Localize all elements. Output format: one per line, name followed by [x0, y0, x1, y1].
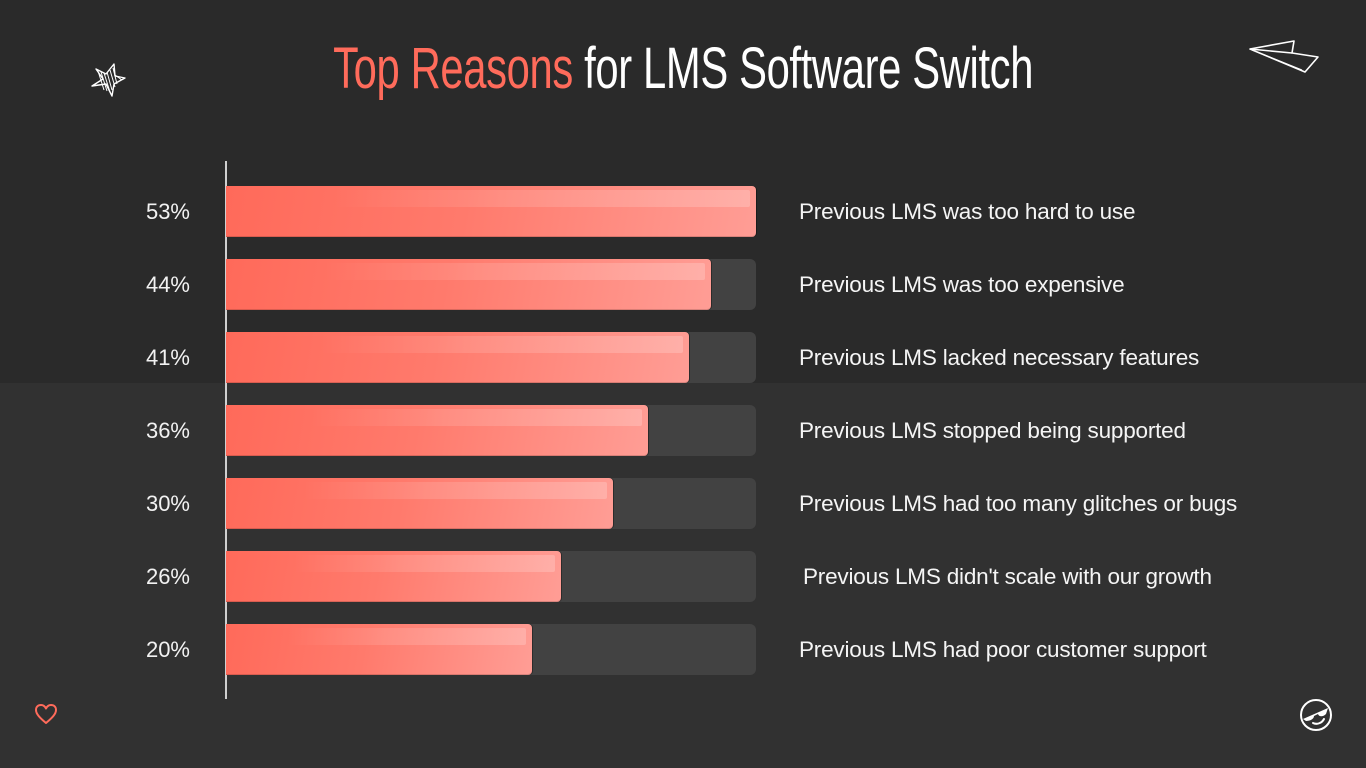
bar-track — [226, 405, 756, 456]
star-icon — [90, 60, 130, 100]
bar-track — [226, 551, 756, 602]
bar-row: 44% Previous LMS was too expensive — [0, 259, 1366, 310]
bar-fill — [226, 405, 648, 456]
bar-track — [226, 478, 756, 529]
bar-fill — [226, 624, 532, 675]
bar-track — [226, 259, 756, 310]
bar-row: 53% Previous LMS was too hard to use — [0, 186, 1366, 237]
bar-row: 41% Previous LMS lacked necessary featur… — [0, 332, 1366, 383]
bar-category-label: Previous LMS had poor customer support — [799, 637, 1207, 662]
chart-title: Top Reasons for LMS Software Switch — [0, 34, 1366, 104]
bar-category-label: Previous LMS didn't scale with our growt… — [803, 564, 1212, 589]
bar-track — [226, 624, 756, 675]
bar-category-label: Previous LMS lacked necessary features — [799, 345, 1200, 370]
heart-icon — [34, 703, 58, 725]
bar-fill — [226, 332, 689, 383]
bar-fill — [226, 186, 756, 237]
bar-row: 20% Previous LMS had poor customer suppo… — [0, 624, 1366, 675]
bar-value-label: 41% — [145, 345, 190, 370]
bar-track — [226, 186, 756, 237]
paper-plane-icon — [1248, 36, 1322, 76]
bar-value-label: 53% — [145, 199, 190, 224]
bar-fill — [226, 259, 711, 310]
bar-track — [226, 332, 756, 383]
bar-category-label: Previous LMS had too many glitches or bu… — [799, 491, 1238, 516]
bar-row: 36% Previous LMS stopped being supported — [0, 405, 1366, 456]
bar-value-label: 30% — [145, 491, 190, 516]
bar-fill — [226, 478, 613, 529]
bar-value-label: 20% — [145, 637, 190, 662]
bar-row: 30% Previous LMS had too many glitches o… — [0, 478, 1366, 529]
sunglasses-smiley-icon — [1299, 698, 1333, 732]
bar-fill — [226, 551, 561, 602]
bar-category-label: Previous LMS was too expensive — [799, 272, 1125, 297]
bar-row: 26% Previous LMS didn't scale with our g… — [0, 551, 1366, 602]
bar-value-label: 26% — [145, 564, 190, 589]
bar-category-label: Previous LMS was too hard to use — [799, 199, 1136, 224]
title-rest: for LMS Software Switch — [584, 36, 1033, 101]
bar-value-label: 36% — [145, 418, 190, 443]
title-accent: Top Reasons — [333, 36, 573, 101]
bar-value-label: 44% — [145, 272, 190, 297]
bar-category-label: Previous LMS stopped being supported — [799, 418, 1186, 443]
y-axis-line — [225, 161, 227, 699]
